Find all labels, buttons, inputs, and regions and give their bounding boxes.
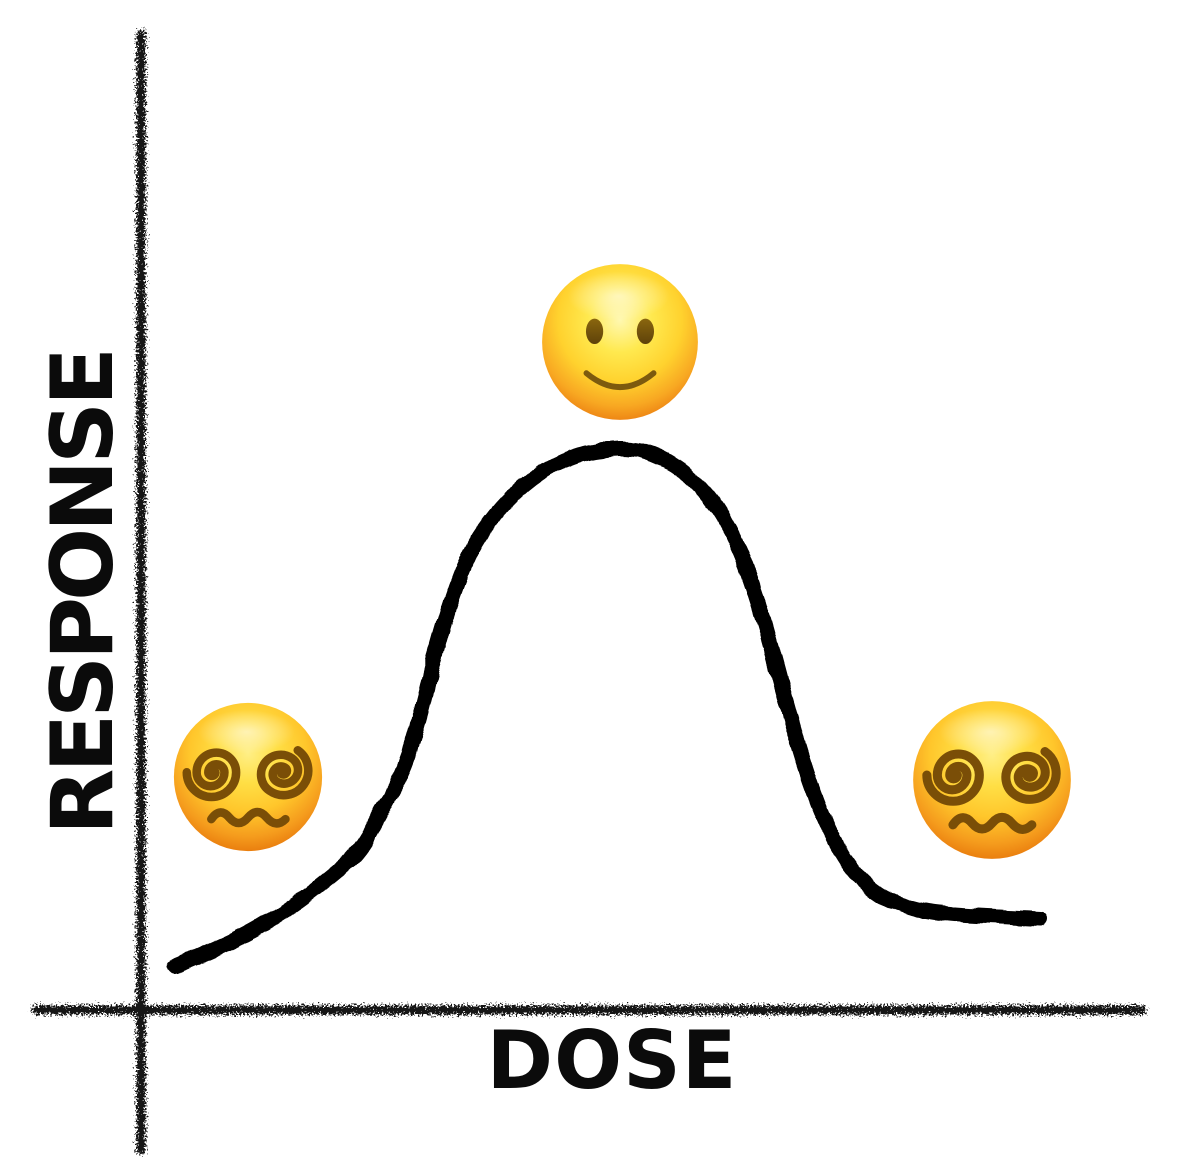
y-axis-label: RESPONSE <box>33 351 133 835</box>
right-spiral-eye-icon <box>256 746 313 800</box>
right-eye-icon <box>636 318 655 345</box>
emoji-gloss <box>567 271 670 321</box>
face-with-spiral-eyes-emoji-right <box>913 701 1071 859</box>
smile-mouth-icon <box>583 370 657 390</box>
response-curve-line <box>167 440 1048 974</box>
slightly-smiling-face-emoji <box>542 264 698 420</box>
left-eye-icon <box>585 318 604 345</box>
right-spiral-eye-icon <box>1001 747 1061 804</box>
face-with-spiral-eyes-emoji-left <box>173 702 323 852</box>
x-axis-label: DOSE <box>486 1014 738 1107</box>
wavy-mouth-icon <box>948 812 1037 834</box>
emoji-gloss <box>198 709 295 754</box>
left-spiral-eye-icon <box>182 748 241 802</box>
left-spiral-eye-icon <box>922 749 984 806</box>
wavy-mouth-icon <box>207 807 290 828</box>
emoji-gloss <box>938 708 1042 756</box>
